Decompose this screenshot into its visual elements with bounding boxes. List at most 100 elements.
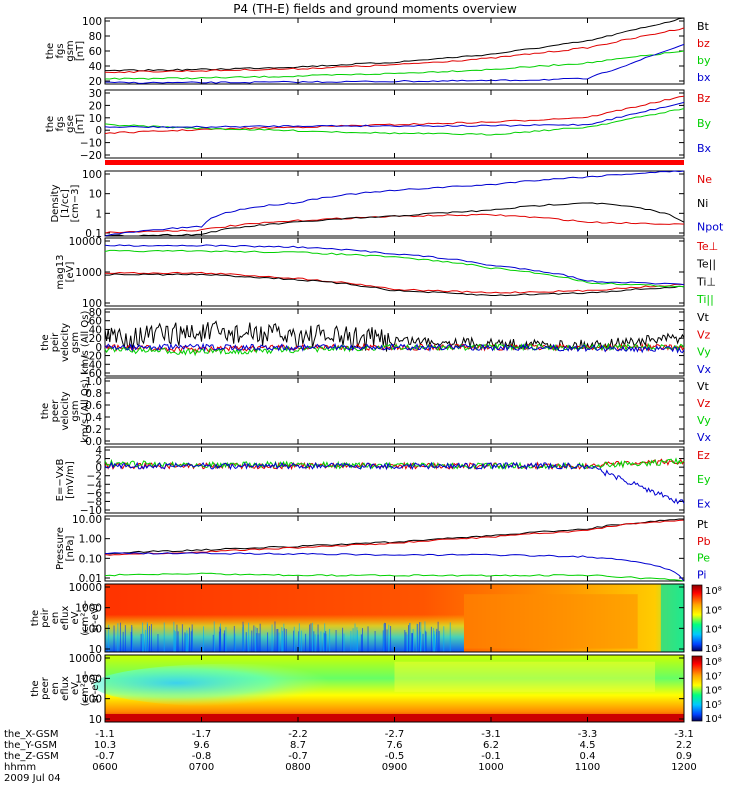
series-by-line <box>104 50 685 80</box>
series-Npot-line <box>104 170 685 237</box>
legend-bt: Bt <box>697 20 710 33</box>
y-axis-label: mag13 [eV] <box>55 255 76 290</box>
ytick-label: 100 <box>82 298 102 310</box>
ytick-label: 1.00 <box>79 534 102 546</box>
data-quality-bar <box>105 160 684 165</box>
ytick-label: −8 <box>87 496 102 508</box>
panel-frame <box>104 515 685 582</box>
legend-vy: Vy <box>697 414 711 427</box>
xaxis-value: 0.4 <box>580 751 596 762</box>
legend-pi: Pi <box>697 568 706 581</box>
series-Pb-line <box>104 519 685 556</box>
panel-frame <box>104 89 685 159</box>
y-axis-label-line: [cm−3] <box>70 185 81 223</box>
ytick-label: 10000 <box>69 582 102 594</box>
ytick-label: 80 <box>89 31 102 43</box>
ytick-label: −20 <box>80 150 102 162</box>
ytick-label: 4 <box>95 445 102 457</box>
colorbar <box>691 584 703 652</box>
series-Pi-line <box>104 552 685 582</box>
panel-peir-eflux: the peir en eflux eV (cm²-s-sr-eV) <box>30 583 703 653</box>
y-axis-label-line: [nT] <box>75 114 86 134</box>
panel-frame <box>104 377 685 445</box>
y-axis-label-line: km/s (All Qs) <box>80 311 91 375</box>
panel-frame <box>104 237 685 307</box>
ytick-label: 0.10 <box>79 553 102 565</box>
ytick-label: 0 <box>95 125 102 137</box>
legend-pe: Pe <box>697 552 710 565</box>
ytick-label: 100 <box>82 694 102 706</box>
xaxis-value: 7.6 <box>387 740 403 751</box>
ytick-label: 10 <box>89 644 102 656</box>
panel-peer-velocity: the peer velocity gsm km/s (All Qs) <box>40 377 685 445</box>
ytick-label: 0 <box>95 462 102 474</box>
ytick-label: 10 <box>89 714 102 726</box>
electron-spectrogram-blue <box>93 663 372 707</box>
y-axis-label-line: the <box>45 116 56 132</box>
ytick-label: −10 <box>80 138 102 150</box>
ytick-label: 10 <box>89 113 102 125</box>
ytick-label: 60 <box>89 46 102 58</box>
xaxis-value: 0700 <box>189 762 214 773</box>
y-axis-label-line: eV <box>70 682 81 695</box>
ytick-label: 10.00 <box>72 514 102 526</box>
series-Te⊥-line <box>104 271 685 294</box>
ytick-label: 0.8 <box>85 388 102 400</box>
y-axis-label-line: velocity <box>60 391 71 430</box>
xaxis-value: -2.2 <box>288 729 308 740</box>
legend-bz: Bz <box>697 92 711 105</box>
y-axis-label-line: peir <box>40 607 51 627</box>
y-axis-label: E=−VxB [mV/m] <box>55 459 76 502</box>
date-label: 2009 Jul 04 <box>4 773 61 784</box>
ytick-label: 0.2 <box>85 424 102 436</box>
legend-te⊥: Te⊥ <box>696 240 718 253</box>
y-axis-label-line: km/s (All Qs) <box>80 379 91 443</box>
y-axis-label-line: en <box>50 612 61 625</box>
ytick-label: 0.6 <box>85 400 102 412</box>
xaxis-value: -0.1 <box>481 751 501 762</box>
colorbar-label: 10³ <box>705 644 722 655</box>
ytick-label: −6 <box>87 488 103 500</box>
ytick-label: −2 <box>87 471 102 483</box>
y-axis-label: the fgs gsm [nT] <box>45 40 86 61</box>
panel-frame <box>104 446 685 514</box>
xaxis-value: -2.7 <box>385 729 405 740</box>
panel-efield: E=−VxB [mV/m] <box>55 446 685 514</box>
series-By-line <box>104 108 685 136</box>
y-axis-label-line: mag13 <box>55 255 66 290</box>
ion-spectrogram-band <box>463 594 638 649</box>
y-axis-label-line: gsm <box>70 332 81 353</box>
y-axis-label-line: fgs <box>55 43 66 58</box>
legend-ti⊥: Ti⊥ <box>696 275 716 288</box>
xaxis-row-label: the_Y-GSM <box>4 740 57 751</box>
colorbar <box>691 655 703 722</box>
xaxis-value: -0.8 <box>192 751 212 762</box>
xaxis-value: 4.5 <box>580 740 596 751</box>
y-axis-label-line: gse <box>65 115 76 133</box>
xaxis-value: 1200 <box>671 762 696 773</box>
colorbar-label: 10⁵ <box>705 700 722 711</box>
panel-temperature: mag13 [eV] <box>55 237 685 307</box>
series-Bt-line <box>104 17 685 72</box>
y-axis-label-line: [nT] <box>75 41 86 61</box>
ytick-label: 100 <box>82 169 102 181</box>
ytick-label: 0.0 <box>85 436 102 448</box>
ytick-label: 0 <box>95 342 102 354</box>
y-axis-label: the peir en eflux eV (cm²-s-sr-eV) <box>30 600 101 636</box>
y-axis-label-line: [nPa] <box>65 535 76 561</box>
ytick-label: 1.0 <box>85 376 102 388</box>
ion-spectrogram-edge <box>660 584 684 652</box>
y-axis-label-line: gsm <box>70 400 81 421</box>
ytick-label: −10 <box>80 505 102 517</box>
y-axis-label-line: gsm <box>65 40 76 61</box>
y-axis-label-line: Pressure <box>55 527 66 570</box>
y-axis-label-line: sr-eV) <box>90 603 101 632</box>
y-axis-label-line: the <box>30 610 41 626</box>
xaxis-value: -0.7 <box>95 751 115 762</box>
ytick-label: −40 <box>80 359 102 371</box>
series-Bz-line <box>104 95 685 135</box>
y-axis-label-line: (cm²-s- <box>80 600 91 636</box>
ytick-label: 1000 <box>75 267 102 279</box>
